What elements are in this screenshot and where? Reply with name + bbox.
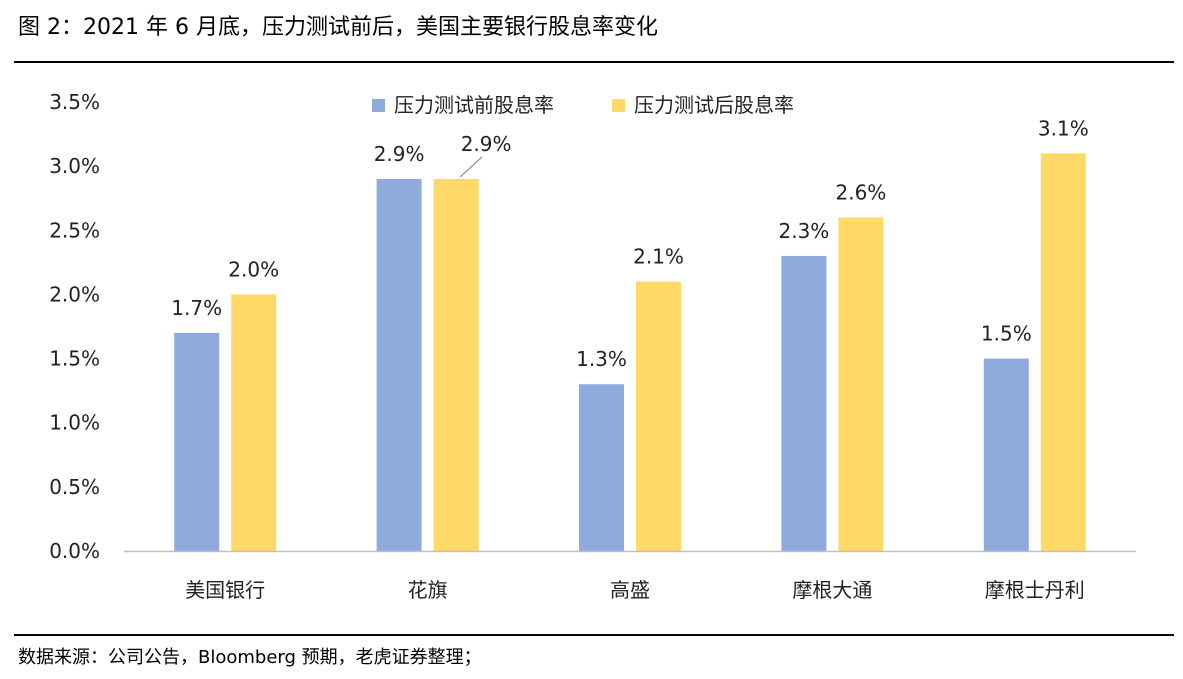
data-label: 1.3%: [576, 347, 627, 371]
bar-after-2: [636, 281, 681, 551]
x-category-label: 摩根大通: [792, 578, 872, 602]
bar-before-1: [376, 178, 422, 551]
y-tick-label: 2.5%: [49, 218, 100, 242]
x-category-label: 摩根士丹利: [985, 578, 1085, 602]
y-tick-label: 3.5%: [49, 90, 100, 114]
y-tick-label: 1.5%: [49, 347, 100, 371]
data-label: 1.7%: [171, 296, 222, 320]
data-label: 2.6%: [835, 180, 886, 204]
y-tick-label: 1.0%: [49, 411, 100, 435]
legend: 压力测试前股息率 压力测试后股息率: [372, 93, 794, 117]
legend-swatch-0: [372, 99, 385, 112]
bar-after-0: [231, 294, 277, 551]
bar-before-4: [983, 358, 1029, 551]
figure-title: 图 2：2021 年 6 月底，压力测试前后，美国主要银行股息率变化: [18, 15, 658, 40]
x-axis-categories: 美国银行 花旗 高盛 摩根大通 摩根士丹利: [185, 578, 1085, 602]
y-tick-label: 0.5%: [49, 475, 100, 499]
bar-before-2: [579, 384, 624, 551]
y-tick-label: 0.0%: [49, 539, 100, 563]
top-rule: [14, 61, 1174, 63]
legend-label-0: 压力测试前股息率: [394, 93, 554, 117]
data-label: 2.0%: [228, 257, 279, 281]
x-category-label: 美国银行: [185, 578, 265, 602]
bottom-rule: [14, 634, 1174, 636]
x-category-label: 高盛: [610, 578, 650, 602]
y-tick-label: 2.0%: [49, 282, 100, 306]
bar-before-0: [174, 332, 220, 551]
data-label: 2.9%: [374, 142, 425, 166]
legend-label-1: 压力测试后股息率: [634, 93, 794, 117]
bar-after-1: [433, 178, 479, 551]
bar-before-3: [781, 255, 827, 551]
bar-after-3: [838, 217, 884, 551]
data-label: 2.1%: [633, 245, 684, 269]
data-label: 1.5%: [981, 322, 1032, 346]
bars: [174, 153, 1086, 552]
data-label: 2.3%: [778, 219, 829, 243]
y-axis: 0.0% 0.5% 1.0% 1.5% 2.0% 2.5% 3.0% 3.5%: [49, 90, 100, 563]
data-label: 3.1%: [1038, 116, 1089, 140]
source-note: 数据来源：公司公告，Bloomberg 预期，老虎证券整理；: [18, 647, 482, 668]
legend-swatch-1: [612, 99, 625, 112]
data-labels: 1.7%2.0% 2.9% 2.9% 1.3% 2.1% 2.3%2.6% 1.5% 3.1%: [171, 116, 1088, 371]
bar-after-4: [1040, 153, 1086, 552]
leader-line: [459, 156, 483, 178]
y-tick-label: 3.0%: [49, 154, 100, 178]
x-category-label: 花旗: [408, 578, 448, 602]
data-label: 2.9%: [461, 132, 512, 156]
